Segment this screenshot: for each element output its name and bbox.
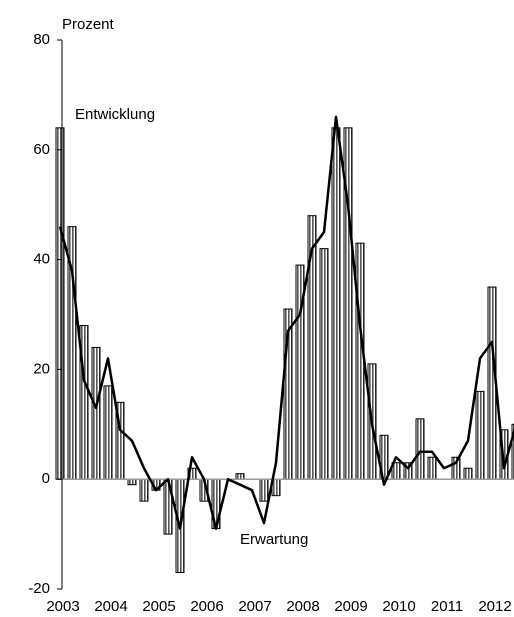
bar — [355, 242, 365, 480]
x-tick-label: 2005 — [142, 598, 175, 615]
y-tick-label: 0 — [42, 470, 50, 487]
y-tick-label: 60 — [33, 141, 50, 158]
bar — [319, 248, 329, 480]
x-tick-label: 2007 — [238, 598, 271, 615]
bar — [235, 473, 245, 480]
y-tick-label: -20 — [28, 580, 50, 597]
annotation: Erwartung — [240, 531, 308, 548]
bar — [331, 127, 341, 480]
x-tick-label: 2006 — [190, 598, 223, 615]
x-tick-label: 2012 — [478, 598, 511, 615]
bar — [463, 467, 473, 480]
bar — [511, 423, 514, 480]
y-axis-label: Prozent — [62, 16, 115, 33]
x-tick-label: 2009 — [334, 598, 367, 615]
bar — [55, 127, 65, 480]
bar — [103, 385, 113, 480]
bar — [127, 478, 137, 486]
x-tick-label: 2010 — [382, 598, 415, 615]
x-tick-label: 2004 — [94, 598, 127, 615]
x-tick-label: 2011 — [431, 598, 463, 615]
bar — [415, 418, 425, 480]
x-tick-label: 2003 — [46, 598, 79, 615]
bar — [475, 390, 485, 480]
y-tick-label: 80 — [33, 31, 50, 48]
bar — [139, 478, 149, 502]
bar — [259, 478, 269, 502]
x-tick-label: 2008 — [286, 598, 319, 615]
y-tick-label: 20 — [33, 360, 50, 377]
annotation: Entwicklung — [75, 106, 155, 123]
bar — [427, 456, 437, 480]
y-tick-label: 40 — [33, 251, 50, 268]
bar — [91, 346, 101, 480]
line — [58, 115, 514, 530]
